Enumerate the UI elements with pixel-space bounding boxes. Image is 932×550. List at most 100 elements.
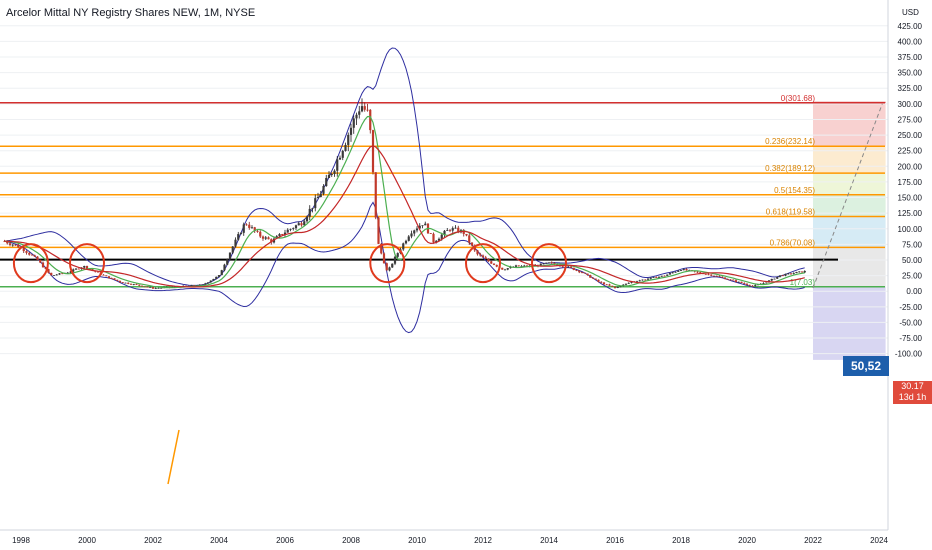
candle-body	[209, 280, 212, 283]
y-tick-label: 200.00	[898, 162, 923, 171]
y-tick-label: -25.00	[899, 303, 922, 312]
candle-body	[446, 230, 449, 231]
candle-body	[14, 244, 17, 246]
candle-body	[721, 276, 724, 278]
candle-body	[39, 259, 42, 263]
countdown: 13d 1h	[898, 392, 927, 402]
highlight-circle	[369, 243, 406, 284]
candle-body	[729, 279, 732, 281]
candle-body	[627, 282, 630, 284]
candle-body	[608, 284, 611, 286]
candle-body	[424, 223, 427, 226]
candle-body	[259, 231, 262, 237]
candle-body	[402, 243, 405, 250]
candle-body	[58, 273, 61, 275]
candle-body	[490, 261, 493, 264]
candle-body	[407, 236, 410, 241]
candle-body	[193, 285, 196, 287]
candle-body	[578, 270, 581, 273]
candle-body	[415, 228, 419, 231]
candle-body	[550, 262, 553, 264]
candle-body	[358, 111, 361, 115]
candle-body	[800, 271, 804, 273]
candle-body	[523, 265, 526, 267]
candle-body	[83, 266, 86, 268]
candle-body	[547, 262, 551, 264]
candle-body	[600, 281, 603, 283]
candle-body	[465, 233, 468, 236]
candle-body	[553, 262, 556, 265]
fib-zone	[813, 247, 886, 287]
candle-body	[135, 284, 138, 285]
candle-body	[330, 173, 333, 176]
candle-body	[102, 274, 105, 276]
candle-body	[748, 284, 751, 286]
candle-body	[468, 235, 471, 243]
candle-body	[55, 274, 58, 276]
candle-body	[305, 216, 309, 222]
x-tick-label: 2006	[276, 536, 294, 545]
candle-body	[124, 282, 127, 284]
candle-body	[17, 244, 20, 248]
candle-body	[220, 270, 223, 276]
candle-body	[30, 254, 34, 256]
candle-body	[795, 271, 798, 274]
candle-body	[734, 280, 738, 282]
candle-body	[611, 285, 614, 287]
y-tick-label: 400.00	[898, 37, 923, 46]
candle-body	[781, 275, 784, 277]
x-tick-label: 2012	[474, 536, 492, 545]
grid	[0, 25, 888, 355]
x-tick-label: 1998	[12, 536, 30, 545]
candle-body	[352, 118, 355, 128]
candle-body	[388, 267, 391, 271]
fib-level-label: 0(301.68)	[781, 94, 816, 103]
candle-body	[413, 230, 416, 234]
candle-body	[322, 186, 325, 194]
candle-body	[283, 232, 287, 236]
candle-body	[404, 240, 408, 244]
candle-body	[773, 278, 776, 280]
candle-body	[374, 172, 377, 218]
candle-body	[160, 287, 163, 289]
candle-body	[316, 196, 320, 199]
candle-body	[443, 230, 446, 235]
candle-body	[605, 284, 608, 286]
fib-zone	[813, 286, 886, 360]
candle-body	[294, 225, 298, 229]
candle-body	[85, 266, 89, 269]
x-tick-label: 2008	[342, 536, 360, 545]
candle-body	[737, 281, 740, 283]
candle-body	[556, 264, 559, 266]
candle-body	[657, 276, 661, 278]
candle-body	[157, 287, 160, 289]
y-tick-label: 325.00	[898, 84, 923, 93]
candle-body	[393, 256, 397, 264]
candle-body	[663, 275, 666, 277]
candle-body	[314, 198, 317, 209]
x-tick-label: 2014	[540, 536, 558, 545]
candle-body	[129, 283, 133, 285]
candle-body	[382, 253, 386, 264]
candle-body	[803, 270, 806, 273]
candle-body	[231, 246, 234, 253]
candle-body	[292, 228, 295, 229]
candle-body	[765, 282, 768, 284]
highlight-circle	[69, 243, 105, 284]
chart-title: Arcelor Mittal NY Registry Shares NEW, 1…	[6, 7, 256, 19]
zone-top-edge	[813, 101, 886, 103]
candle-body	[671, 272, 674, 274]
candle-body	[333, 170, 336, 174]
candle-body	[448, 230, 452, 231]
horizontal-lines: 0(301.68) 0.236(232.14) 0.382(189.12) 0.5(1…	[0, 94, 885, 288]
candle-body	[300, 223, 303, 226]
candle-body	[149, 287, 152, 288]
candle-body	[718, 276, 721, 277]
candle-body	[707, 274, 710, 276]
y-tick-label: 175.00	[898, 178, 923, 187]
candle-body	[776, 276, 779, 279]
candle-body	[239, 232, 243, 235]
candle-body	[677, 270, 680, 272]
fib-zone	[813, 194, 886, 217]
